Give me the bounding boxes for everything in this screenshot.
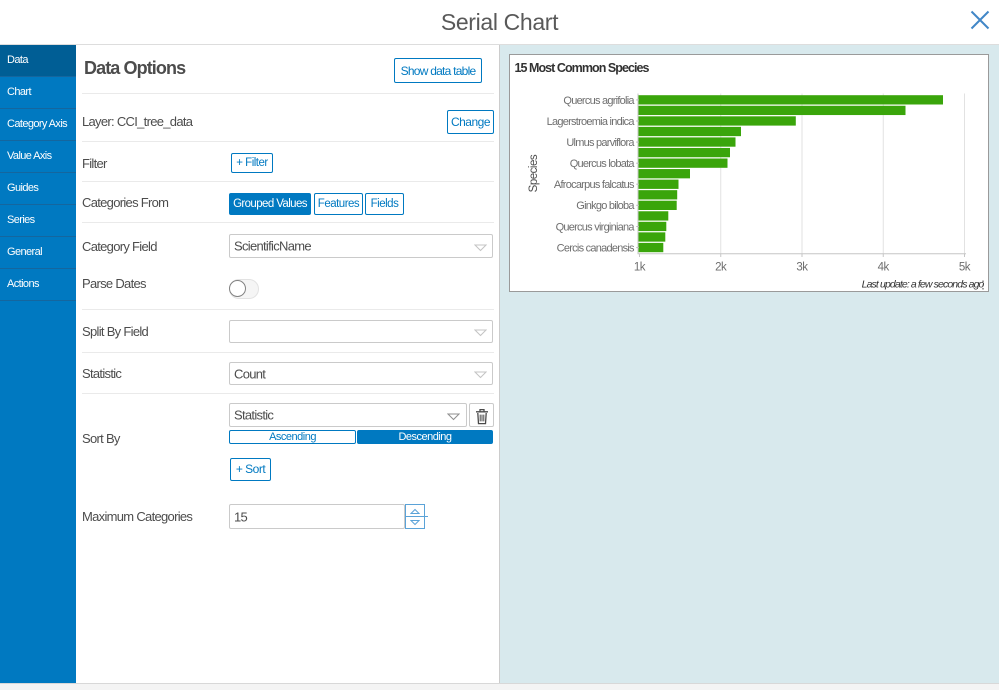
- svg-text:Lagerstroemia indica: Lagerstroemia indica: [547, 116, 636, 128]
- svg-text:Quercus agrifolia: Quercus agrifolia: [563, 95, 635, 107]
- svg-text:2k: 2k: [715, 262, 727, 274]
- svg-text:Quercus virginiana: Quercus virginiana: [556, 221, 636, 233]
- svg-text:Cercis canadensis: Cercis canadensis: [557, 243, 635, 255]
- svg-text:4k: 4k: [878, 262, 890, 274]
- svg-text:1k: 1k: [634, 262, 646, 274]
- svg-text:Ginkgo biloba: Ginkgo biloba: [576, 200, 635, 212]
- svg-text:Last update: a few seconds ago: Last update: a few seconds ago: [862, 279, 985, 291]
- svg-text:Afrocarpus falcatus: Afrocarpus falcatus: [554, 179, 635, 191]
- svg-text:15 Most Common Species: 15 Most Common Species: [515, 61, 650, 75]
- svg-text:3k: 3k: [796, 262, 808, 274]
- svg-text:5k: 5k: [959, 262, 971, 274]
- svg-text:Ulmus parviflora: Ulmus parviflora: [566, 137, 635, 149]
- svg-text:Species: Species: [528, 154, 540, 192]
- svg-text:⋮: ⋮: [978, 280, 989, 292]
- svg-text:Quercus lobata: Quercus lobata: [570, 158, 636, 170]
